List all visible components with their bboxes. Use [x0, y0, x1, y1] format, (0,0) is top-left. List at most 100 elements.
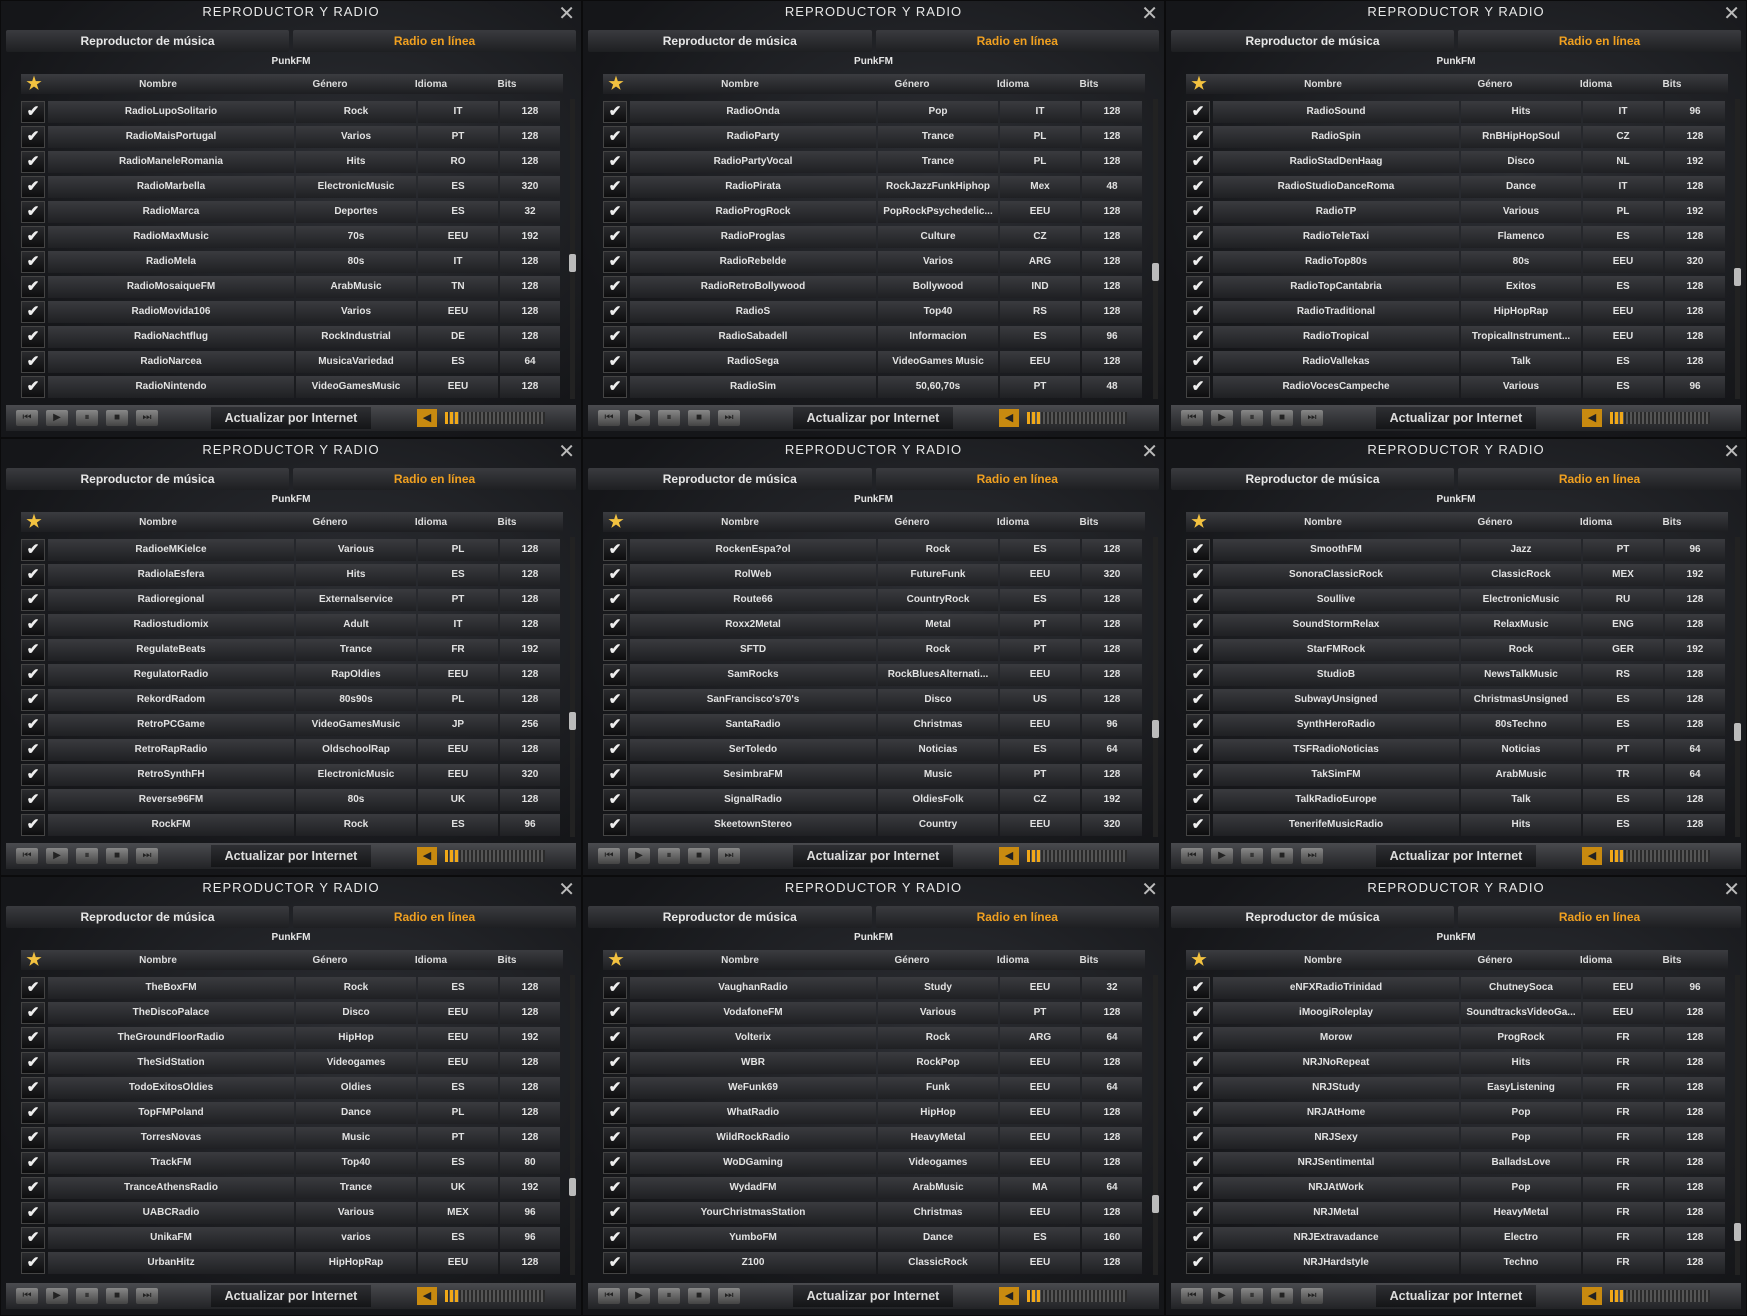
table-row[interactable]: ✔ iMoogiRoleplay SoundtracksVideoGa... EEU 1… [1186, 1000, 1728, 1025]
table-row[interactable]: ✔ RadioTop80s 80s EEU 320 [1186, 249, 1728, 274]
column-header-name[interactable]: Nombre [139, 954, 177, 966]
checkmark-icon[interactable]: ✔ [603, 813, 627, 836]
table-row[interactable]: ✔ RadioOnda Pop IT 128 [603, 99, 1145, 124]
table-row[interactable]: ✔ RadioManeleRomania Hits RO 128 [21, 149, 563, 174]
table-row[interactable]: ✔ NRJNoRepeat Hits FR 128 [1186, 1050, 1728, 1075]
star-icon[interactable]: ★ [26, 74, 42, 93]
table-row[interactable]: ✔ RadioProglas Culture CZ 128 [603, 224, 1145, 249]
update-from-internet-button[interactable]: Actualizar por Internet [793, 1285, 953, 1307]
table-row[interactable]: ✔ SesimbraFM Music PT 128 [603, 762, 1145, 787]
table-row[interactable]: ✔ WydadFM ArabMusic MA 64 [603, 1175, 1145, 1200]
tab-music-player[interactable]: Reproductor de música [588, 906, 872, 928]
column-header-name[interactable]: Nombre [721, 954, 759, 966]
checkmark-icon[interactable]: ✔ [1186, 300, 1210, 323]
table-row[interactable]: ✔ SkeetownStereo Country EEU 320 [603, 812, 1145, 837]
table-row[interactable]: ✔ TSFRadioNoticias Noticias PT 64 [1186, 737, 1728, 762]
update-from-internet-button[interactable]: Actualizar por Internet [211, 1285, 371, 1307]
checkmark-icon[interactable]: ✔ [21, 788, 45, 811]
table-row[interactable]: ✔ RadioMela 80s IT 128 [21, 249, 563, 274]
checkmark-icon[interactable]: ✔ [21, 688, 45, 711]
speaker-icon[interactable]: ◀ [999, 409, 1019, 427]
column-header-language[interactable]: Idioma [996, 78, 1030, 90]
checkmark-icon[interactable]: ✔ [1186, 150, 1210, 173]
table-row[interactable]: ✔ VaughanRadio Study EEU 32 [603, 975, 1145, 1000]
tab-music-player[interactable]: Reproductor de música [588, 30, 872, 52]
table-row[interactable]: ✔ WildRockRadio HeavyMetal EEU 128 [603, 1125, 1145, 1150]
checkmark-icon[interactable]: ✔ [21, 225, 45, 248]
previous-icon[interactable]: ⏮ [16, 1288, 38, 1304]
table-row[interactable]: ✔ RadioSabadell Informacion ES 96 [603, 324, 1145, 349]
table-row[interactable]: ✔ RadioMaxMusic 70s EEU 192 [21, 224, 563, 249]
checkmark-icon[interactable]: ✔ [21, 663, 45, 686]
column-header-bits[interactable]: Bits [497, 78, 517, 90]
column-header-language[interactable]: Idioma [414, 954, 448, 966]
play-icon[interactable]: ▶ [628, 1288, 650, 1304]
table-row[interactable]: ✔ WBR RockPop EEU 128 [603, 1050, 1145, 1075]
table-row[interactable]: ✔ NRJSentimental BalladsLove FR 128 [1186, 1150, 1728, 1175]
next-icon[interactable]: ⏭ [1301, 410, 1323, 426]
table-row[interactable]: ✔ RadioNintendo VideoGamesMusic EEU 128 [21, 374, 563, 399]
table-row[interactable]: ✔ SFTD Rock PT 128 [603, 637, 1145, 662]
table-row[interactable]: ✔ RadioNachtflug RockIndustrial DE 128 [21, 324, 563, 349]
checkmark-icon[interactable]: ✔ [1186, 1026, 1210, 1049]
checkmark-icon[interactable]: ✔ [603, 1151, 627, 1174]
speaker-icon[interactable]: ◀ [1582, 409, 1602, 427]
close-icon[interactable]: ✕ [1141, 3, 1158, 25]
checkmark-icon[interactable]: ✔ [1186, 1101, 1210, 1124]
next-icon[interactable]: ⏭ [1301, 848, 1323, 864]
checkmark-icon[interactable]: ✔ [21, 538, 45, 561]
checkmark-icon[interactable]: ✔ [603, 713, 627, 736]
update-from-internet-button[interactable]: Actualizar por Internet [793, 407, 953, 429]
table-row[interactable]: ✔ RadioSpin RnBHipHopSoul CZ 128 [1186, 124, 1728, 149]
checkmark-icon[interactable]: ✔ [603, 100, 627, 123]
column-header-name[interactable]: Nombre [721, 516, 759, 528]
checkmark-icon[interactable]: ✔ [603, 976, 627, 999]
table-row[interactable]: ✔ RadioRetroBollywood Bollywood IND 128 [603, 274, 1145, 299]
volume-slider[interactable] [1610, 1290, 1710, 1302]
update-from-internet-button[interactable]: Actualizar por Internet [211, 407, 371, 429]
checkmark-icon[interactable]: ✔ [603, 738, 627, 761]
checkmark-icon[interactable]: ✔ [603, 538, 627, 561]
column-header-bits[interactable]: Bits [497, 954, 517, 966]
table-row[interactable]: ✔ WhatRadio HipHop EEU 128 [603, 1100, 1145, 1125]
table-row[interactable]: ✔ YumboFM Dance ES 160 [603, 1225, 1145, 1250]
previous-icon[interactable]: ⏮ [598, 410, 620, 426]
pause-icon[interactable]: ⏸ [658, 1288, 680, 1304]
column-header-language[interactable]: Idioma [1579, 516, 1613, 528]
table-row[interactable]: ✔ NRJStudy EasyListening FR 128 [1186, 1075, 1728, 1100]
volume-slider[interactable] [1027, 1290, 1127, 1302]
table-row[interactable]: ✔ RetroRapRadio OldschoolRap EEU 128 [21, 737, 563, 762]
scrollbar-thumb[interactable] [569, 254, 576, 273]
column-header-name[interactable]: Nombre [139, 78, 177, 90]
checkmark-icon[interactable]: ✔ [1186, 200, 1210, 223]
checkmark-icon[interactable]: ✔ [603, 1201, 627, 1224]
checkmark-icon[interactable]: ✔ [1186, 275, 1210, 298]
stop-icon[interactable]: ■ [106, 1288, 128, 1304]
table-row[interactable]: ✔ TalkRadioEurope Talk ES 128 [1186, 787, 1728, 812]
table-row[interactable]: ✔ Volterix Rock ARG 64 [603, 1025, 1145, 1050]
checkmark-icon[interactable]: ✔ [21, 1201, 45, 1224]
checkmark-icon[interactable]: ✔ [603, 1126, 627, 1149]
previous-icon[interactable]: ⏮ [16, 410, 38, 426]
checkmark-icon[interactable]: ✔ [1186, 1201, 1210, 1224]
checkmark-icon[interactable]: ✔ [603, 225, 627, 248]
scrollbar[interactable] [1734, 99, 1741, 399]
checkmark-icon[interactable]: ✔ [21, 738, 45, 761]
table-row[interactable]: ✔ RetroSynthFH ElectronicMusic EEU 320 [21, 762, 563, 787]
column-header-language[interactable]: Idioma [1579, 78, 1613, 90]
checkmark-icon[interactable]: ✔ [21, 300, 45, 323]
table-row[interactable]: ✔ RadioTraditional HipHopRap EEU 128 [1186, 299, 1728, 324]
checkmark-icon[interactable]: ✔ [21, 638, 45, 661]
checkmark-icon[interactable]: ✔ [1186, 588, 1210, 611]
checkmark-icon[interactable]: ✔ [1186, 1176, 1210, 1199]
pause-icon[interactable]: ⏸ [1241, 1288, 1263, 1304]
close-icon[interactable]: ✕ [1141, 441, 1158, 463]
checkmark-icon[interactable]: ✔ [21, 1026, 45, 1049]
scrollbar-thumb[interactable] [1152, 1194, 1159, 1213]
column-header-name[interactable]: Nombre [1304, 78, 1342, 90]
table-row[interactable]: ✔ Radiostudiomix Adult IT 128 [21, 612, 563, 637]
pause-icon[interactable]: ⏸ [76, 1288, 98, 1304]
stop-icon[interactable]: ■ [688, 848, 710, 864]
table-row[interactable]: ✔ UrbanHitz HipHopRap EEU 128 [21, 1250, 563, 1275]
scrollbar-thumb[interactable] [1734, 268, 1741, 287]
